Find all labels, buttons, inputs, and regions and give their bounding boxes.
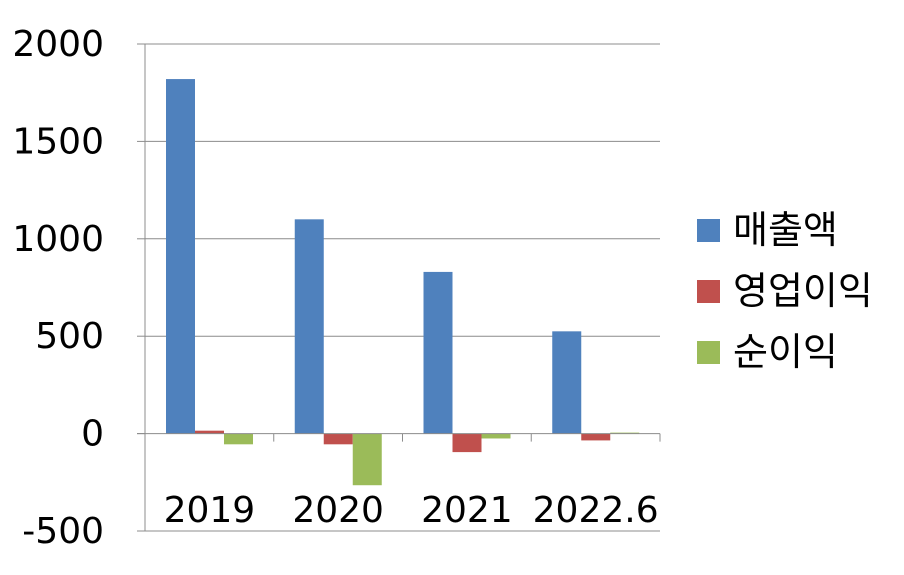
y-tick-label: -500 [22, 511, 104, 552]
x-tick-label: 2020 [292, 490, 384, 531]
bar-1-2019 [166, 79, 195, 434]
bar-3-2021 [481, 433, 511, 439]
y-tick-label: 0 [81, 414, 104, 455]
legend-label: 순이익 [733, 330, 838, 374]
bar-2-2021 [452, 433, 482, 453]
x-axis-labels: 2019 2020 2021 2022.6 [164, 490, 659, 531]
x-tick-label: 2019 [164, 490, 256, 531]
bar-1-2020 [294, 219, 324, 434]
y-tick-label: 500 [35, 316, 104, 357]
y-axis-labels: 2000 1500 1000 500 0 -500 [12, 24, 104, 552]
bar-3-2019 [224, 433, 253, 445]
bar-2-2022.6 [581, 433, 611, 441]
bar-1-2022.6 [552, 331, 582, 434]
x-tick-label: 2022.6 [533, 490, 659, 531]
bar-3-2020 [352, 433, 382, 486]
y-tick-label: 2000 [12, 24, 104, 65]
y-tick-label: 1000 [12, 219, 104, 260]
bar-2-2020 [323, 433, 353, 445]
gridlines [145, 43, 660, 532]
y-tick-label: 1500 [12, 121, 104, 162]
legend-swatch [697, 219, 720, 242]
x-tick-label: 2021 [421, 490, 513, 531]
legend-label: 영업이익 [733, 269, 873, 313]
bars [166, 79, 640, 486]
legend-label: 매출액 [733, 208, 838, 252]
axes [137, 43, 661, 532]
legend-swatch [697, 280, 720, 303]
legend-swatch [697, 341, 720, 364]
bar-1-2021 [423, 271, 453, 434]
bar-2-2019 [195, 430, 224, 434]
